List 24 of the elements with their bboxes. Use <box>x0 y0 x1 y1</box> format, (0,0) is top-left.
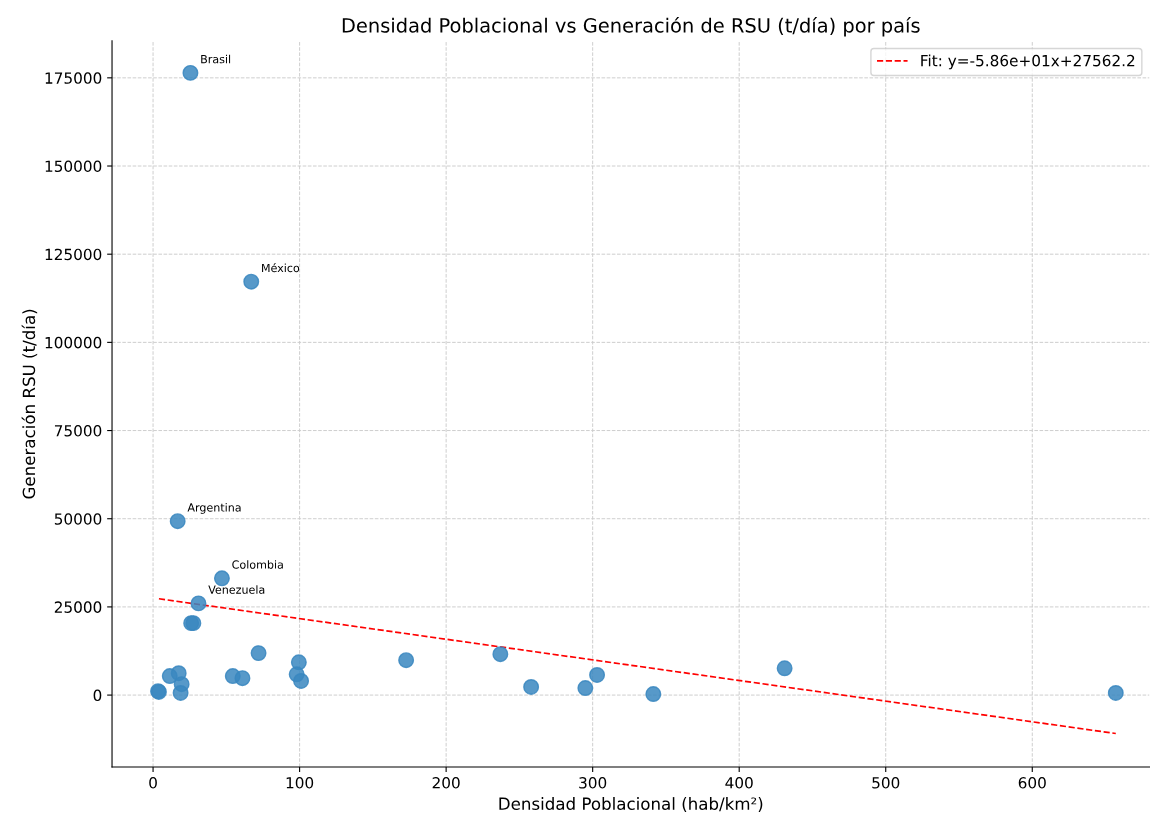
annotation: Colombia <box>232 560 283 569</box>
annotation: Venezuela <box>208 585 265 594</box>
x-tick-label: 300 <box>579 777 607 789</box>
x-tick-label: 600 <box>1018 777 1046 789</box>
y-tick-label: 125000 <box>45 248 102 261</box>
annotation: México <box>262 263 300 273</box>
x-tick-label: 100 <box>286 777 314 789</box>
x-tick-label: 400 <box>725 777 753 789</box>
annotation: Brasil <box>201 54 231 64</box>
legend-label: Fit: y=-5.86e+01x+27562.2 <box>921 54 1135 70</box>
y-tick-label: 100000 <box>45 336 102 349</box>
y-tick-label: 0 <box>93 689 102 702</box>
y-tick-label: 25000 <box>54 601 102 613</box>
x-axis-title: Densidad Poblacional (hab/km²) <box>499 797 763 812</box>
y-tick-label: 150000 <box>45 160 102 173</box>
annotation: Argentina <box>187 503 241 514</box>
x-tick-label: 0 <box>149 777 157 789</box>
chart-title: Densidad Poblacional vs Generación de RSU (t/día) por país <box>342 16 920 37</box>
x-tick-label: 500 <box>872 777 900 789</box>
y-tick-label: 75000 <box>54 425 102 437</box>
y-axis-title: Generación RSU (t/día) <box>21 309 38 499</box>
x-tick-label: 200 <box>432 777 460 789</box>
y-tick-label: 175000 <box>45 72 102 84</box>
y-tick-label: 50000 <box>54 513 102 525</box>
